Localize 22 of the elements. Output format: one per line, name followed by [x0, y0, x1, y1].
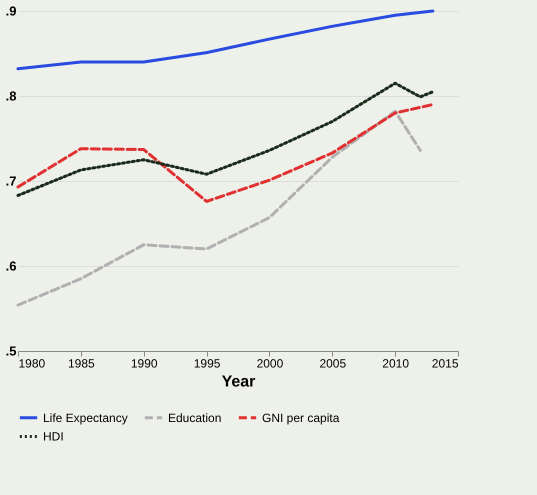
y-tick-label: .8 — [6, 88, 16, 104]
legend-label: HDI — [43, 430, 64, 444]
x-tick-label: 2015 — [432, 356, 459, 370]
legend-label: Education — [168, 410, 222, 425]
line-series — [16, 10, 434, 70]
legend-label: Life Expectancy — [43, 410, 128, 425]
x-tick-label: 2005 — [319, 356, 346, 370]
x-tick-label: 1995 — [194, 356, 221, 370]
y-tick-label: .9 — [6, 4, 16, 18]
y-tick-label: .6 — [6, 258, 16, 274]
x-tick-label: 2010 — [382, 356, 410, 370]
x-tick-label: 1985 — [68, 356, 96, 370]
line-series — [16, 103, 434, 203]
line-series — [16, 110, 422, 307]
y-tick-label: .7 — [6, 174, 16, 188]
x-axis-title: Year — [222, 374, 256, 390]
legend-label: GNI per capita — [262, 410, 340, 425]
x-tick-label: 1980 — [18, 356, 46, 370]
x-tick-label: 1990 — [130, 356, 158, 370]
x-tick-label: 2000 — [256, 356, 284, 370]
line-series — [16, 82, 434, 197]
y-tick-label: .5 — [6, 344, 16, 358]
